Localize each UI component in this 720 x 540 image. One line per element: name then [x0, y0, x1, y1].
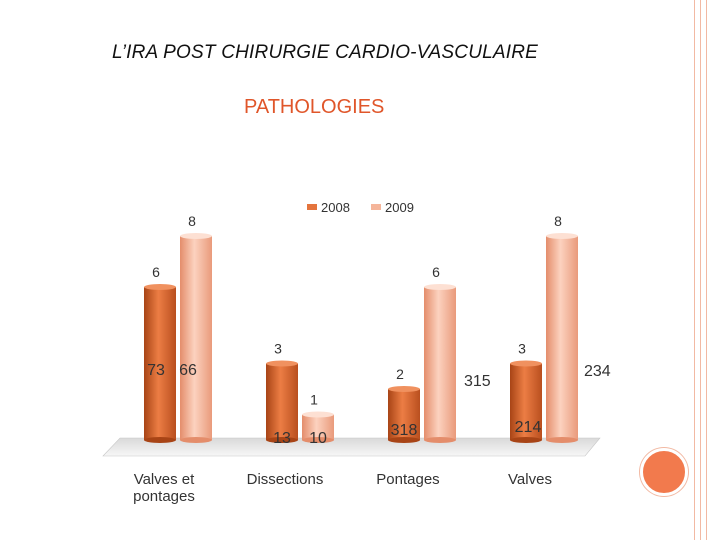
legend: 2008 2009: [307, 200, 414, 215]
legend-swatch-2009: [371, 204, 381, 210]
bar-cap-2009-valves: [546, 233, 578, 239]
bar-2008-pontages: [388, 389, 420, 440]
bar-cap-2009-dissections: [302, 411, 334, 418]
data-label-2009-valves-et-pontages: 8: [188, 213, 196, 229]
count-label-2009-dissections: 10: [309, 430, 327, 447]
decorative-rule: [700, 0, 701, 540]
legend-swatch-2008: [307, 204, 317, 210]
x-axis-labels: Valves et pontages Dissections Pontages Valv…: [133, 471, 552, 505]
bar-cap-2008-valves-et-pontages: [144, 284, 176, 290]
x-tick-label-valves: Valves: [508, 471, 552, 488]
decorative-circle: [640, 448, 688, 496]
bar-2008-valves-et-pontages: [144, 287, 176, 440]
bar-base-2008-dissections: [266, 437, 298, 443]
legend-label-2008: 2008: [321, 200, 350, 215]
bar-cap-2009-pontages: [424, 284, 456, 290]
count-label-2009-valves: 234: [584, 363, 611, 380]
data-label-2008-valves: 3: [518, 341, 526, 357]
x-tick-label-pontages: Pontages: [376, 471, 439, 488]
bar-cap-2008-valves: [510, 360, 542, 367]
count-label-2008-valves-et-pontages: 73: [147, 362, 165, 379]
bar-base-2009-dissections: [302, 437, 334, 443]
data-label-2009-valves: 8: [554, 213, 562, 229]
decorative-rule: [694, 0, 695, 540]
x-tick-label-dissections: Dissections: [247, 471, 324, 488]
decorative-rule: [706, 0, 707, 540]
bar-base-2009-valves-et-pontages: [180, 437, 212, 443]
bar-base-2008-valves-et-pontages: [144, 437, 176, 443]
count-label-2009-valves-et-pontages: 66: [179, 362, 197, 379]
bar-cap-2009-valves-et-pontages: [180, 233, 212, 239]
bar-2009-valves: [546, 236, 578, 440]
data-label-2008-valves-et-pontages: 6: [152, 264, 160, 280]
data-label-2009-pontages: 6: [432, 264, 440, 280]
bar-base-2009-valves: [546, 437, 578, 443]
count-label-2009-pontages: 315: [464, 373, 491, 390]
count-label-2008-dissections: 13: [273, 430, 291, 447]
bar-cap-2008-pontages: [388, 386, 420, 392]
bar-base-2008-pontages: [388, 437, 420, 443]
bar-2008-dissections: [266, 363, 298, 440]
data-label-2008-pontages: 2: [396, 366, 404, 382]
x-tick-label-valves-et-pontages: Valves et pontages: [133, 471, 195, 505]
bar-base-2008-valves: [510, 437, 542, 443]
bar-2009-valves-et-pontages: [180, 236, 212, 440]
bar-base-2009-pontages: [424, 437, 456, 443]
data-label-2009-dissections: 1: [310, 392, 318, 408]
bar-2009-dissections: [302, 414, 334, 440]
chart-title: PATHOLOGIES: [244, 96, 385, 118]
legend-label-2009: 2009: [385, 200, 414, 215]
count-label-2008-valves: 214: [515, 419, 542, 436]
data-label-2008-dissections: 3: [274, 341, 282, 357]
bar-cap-2008-dissections: [266, 360, 298, 367]
bars-group: 6 73 8 66 3 13 1 10 2 318 6 315 3 214 8 234: [144, 213, 611, 447]
slide-title: L’IRA POST CHIRURGIE CARDIO-VASCULAIRE: [112, 42, 539, 63]
bar-2009-pontages: [424, 287, 456, 440]
bar-2008-valves: [510, 363, 542, 440]
count-label-2008-pontages: 318: [391, 422, 418, 439]
